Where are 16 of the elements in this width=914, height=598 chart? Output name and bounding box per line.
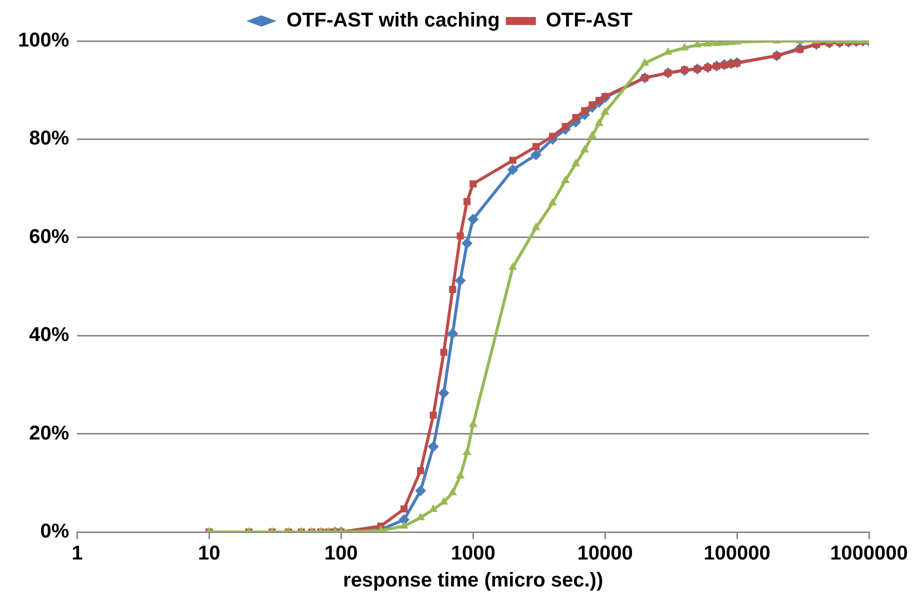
x-axis-title: response time (micro sec.)) bbox=[343, 570, 604, 592]
x-tick-label: 1 bbox=[72, 542, 83, 565]
legend-label: OTF-AST with caching bbox=[286, 10, 500, 32]
y-tick-label: 40% bbox=[29, 324, 70, 346]
x-tick-label: 1000000 bbox=[830, 542, 908, 565]
x-tick-label: 10000 bbox=[577, 542, 633, 565]
y-tick-label: 60% bbox=[29, 226, 70, 248]
y-tick-label: 80% bbox=[29, 128, 70, 150]
y-tick-label: 100% bbox=[18, 30, 70, 52]
y-tick-label: 0% bbox=[40, 520, 70, 543]
x-tick-label: 100 bbox=[324, 542, 358, 565]
x-tick-label: 10 bbox=[198, 542, 220, 565]
x-tick-label: 1000 bbox=[450, 542, 496, 565]
x-tick-label: 100000 bbox=[704, 542, 770, 565]
legend-label: OTF-AST bbox=[546, 10, 632, 32]
y-tick-label: 20% bbox=[29, 422, 70, 444]
